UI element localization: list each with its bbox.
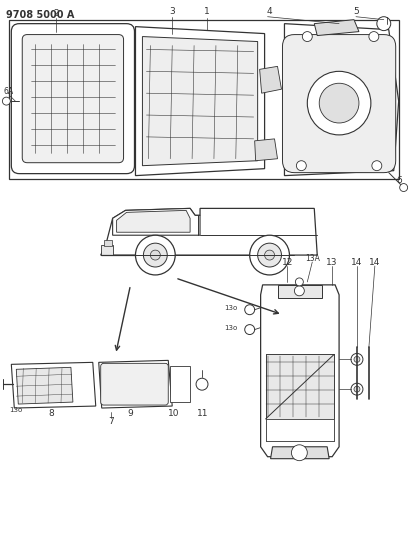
Text: 14: 14 <box>351 257 363 266</box>
Text: 14: 14 <box>369 257 381 266</box>
Text: 8: 8 <box>48 409 54 418</box>
Circle shape <box>196 378 208 390</box>
Circle shape <box>377 17 391 30</box>
Circle shape <box>307 71 371 135</box>
Circle shape <box>265 250 275 260</box>
Circle shape <box>136 235 175 275</box>
Polygon shape <box>277 285 322 298</box>
Circle shape <box>245 325 255 335</box>
Circle shape <box>250 235 289 275</box>
Circle shape <box>2 97 10 105</box>
Text: 9708 5000 A: 9708 5000 A <box>6 10 75 20</box>
Polygon shape <box>136 27 265 175</box>
Bar <box>104 240 112 246</box>
Text: 13A: 13A <box>305 254 320 263</box>
Polygon shape <box>101 245 113 255</box>
Circle shape <box>369 31 379 42</box>
Polygon shape <box>261 285 339 457</box>
Circle shape <box>296 278 303 286</box>
FancyBboxPatch shape <box>22 35 124 163</box>
Polygon shape <box>266 354 334 441</box>
Text: 7: 7 <box>108 417 113 426</box>
Polygon shape <box>113 208 200 235</box>
Text: 4: 4 <box>267 7 272 16</box>
Polygon shape <box>255 139 277 161</box>
Circle shape <box>319 83 359 123</box>
Circle shape <box>351 383 363 395</box>
Polygon shape <box>12 362 96 408</box>
FancyBboxPatch shape <box>101 364 168 405</box>
Circle shape <box>354 386 360 392</box>
Circle shape <box>372 161 382 171</box>
Polygon shape <box>16 367 73 404</box>
Text: 12: 12 <box>282 257 293 266</box>
Circle shape <box>354 357 360 362</box>
Text: 2: 2 <box>53 9 59 18</box>
Circle shape <box>351 353 363 365</box>
Polygon shape <box>99 360 172 408</box>
Text: 3: 3 <box>169 7 175 16</box>
Polygon shape <box>314 20 359 36</box>
Circle shape <box>245 305 255 314</box>
Polygon shape <box>117 211 190 232</box>
Polygon shape <box>270 447 329 459</box>
Text: 11: 11 <box>197 409 209 418</box>
Bar <box>266 419 334 441</box>
Circle shape <box>296 161 306 171</box>
Text: 6: 6 <box>397 176 402 185</box>
Polygon shape <box>284 23 399 175</box>
Text: 1: 1 <box>204 7 210 16</box>
Polygon shape <box>143 37 258 166</box>
Bar <box>9 20 399 179</box>
Text: 13o: 13o <box>9 407 23 413</box>
Bar <box>170 366 190 402</box>
Polygon shape <box>101 208 317 255</box>
Text: 13o: 13o <box>224 305 238 311</box>
Circle shape <box>258 243 282 267</box>
Text: 9: 9 <box>128 409 134 418</box>
Circle shape <box>150 250 160 260</box>
FancyBboxPatch shape <box>282 35 396 173</box>
Circle shape <box>294 286 304 296</box>
Text: 5: 5 <box>353 7 359 16</box>
Text: 13o: 13o <box>224 325 238 330</box>
Text: 6A: 6A <box>3 87 14 96</box>
FancyBboxPatch shape <box>12 23 134 174</box>
Circle shape <box>302 31 312 42</box>
Polygon shape <box>266 354 334 419</box>
Circle shape <box>291 445 307 461</box>
Circle shape <box>143 243 167 267</box>
Text: 10: 10 <box>167 409 179 418</box>
Text: 13: 13 <box>326 257 338 266</box>
Polygon shape <box>260 67 282 93</box>
Circle shape <box>399 183 408 191</box>
